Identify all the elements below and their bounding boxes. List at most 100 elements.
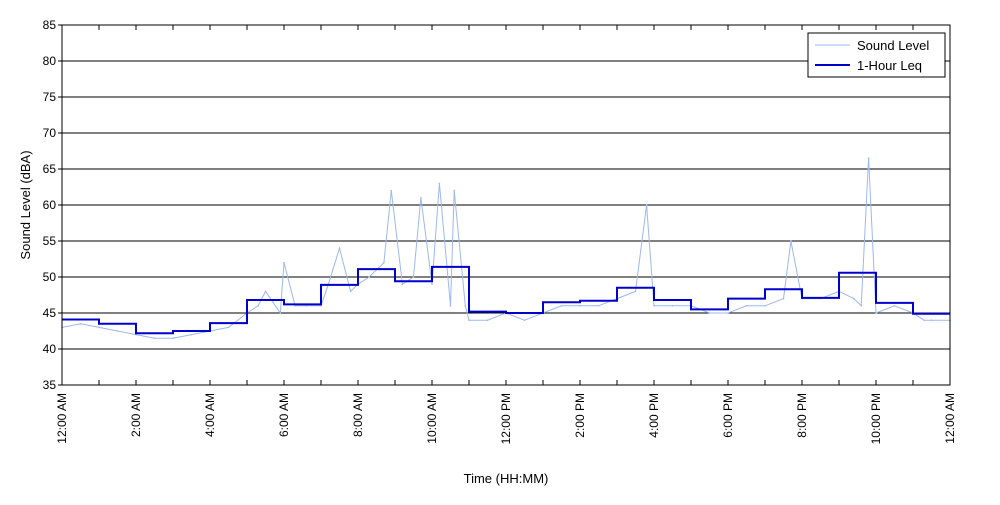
data-point-sound-level xyxy=(653,305,655,307)
data-point-sound-level xyxy=(597,305,600,307)
data-point-sound-level xyxy=(438,182,441,185)
data-point-sound-level xyxy=(860,305,862,307)
data-point-1-hour-leq xyxy=(930,312,933,315)
data-point-1-hour-leq xyxy=(782,288,785,291)
data-point-sound-level xyxy=(390,189,393,192)
data-point-1-hour-leq xyxy=(523,312,526,314)
data-point-sound-level xyxy=(579,305,581,307)
y-tick-label: 40 xyxy=(43,342,57,356)
data-point-sound-level xyxy=(727,312,729,314)
data-point-1-hour-leq xyxy=(486,310,489,313)
data-point-sound-level xyxy=(401,283,404,286)
data-point-1-hour-leq xyxy=(819,297,822,299)
data-point-sound-level xyxy=(349,290,352,293)
data-point-1-hour-leq xyxy=(745,297,748,300)
data-point-sound-level xyxy=(412,276,415,278)
data-point-1-hour-leq xyxy=(634,287,637,289)
data-point-sound-level xyxy=(368,276,370,278)
data-point-1-hour-leq xyxy=(449,266,452,268)
data-point-1-hour-leq xyxy=(893,302,896,304)
data-point-sound-level xyxy=(645,204,648,206)
data-point-1-hour-leq xyxy=(79,318,82,321)
x-tick-label: 4:00 AM xyxy=(203,393,217,437)
y-tick-label: 35 xyxy=(43,378,57,392)
data-point-sound-level xyxy=(560,305,563,307)
legend-label-1-hour-leq: 1-Hour Leq xyxy=(857,58,922,73)
data-point-sound-level xyxy=(264,290,267,293)
data-point-sound-level xyxy=(116,330,119,332)
y-tick-label: 45 xyxy=(43,306,57,320)
legend-box xyxy=(807,32,946,78)
data-point-sound-level xyxy=(893,305,896,307)
x-tick-label: 12:00 AM xyxy=(55,393,69,444)
x-axis-label: Time (HH:MM) xyxy=(464,471,549,486)
x-tick-label: 10:00 PM xyxy=(869,393,883,444)
y-tick-label: 55 xyxy=(43,234,57,248)
data-point-1-hour-leq xyxy=(301,303,304,306)
data-point-1-hour-leq xyxy=(375,268,378,270)
data-point-1-hour-leq xyxy=(856,271,859,274)
data-point-sound-level xyxy=(867,157,870,159)
data-point-1-hour-leq xyxy=(560,301,563,304)
x-tick-label: 6:00 AM xyxy=(277,393,291,437)
x-tick-label: 2:00 PM xyxy=(573,393,587,438)
data-point-sound-level xyxy=(172,337,174,340)
data-point-sound-level xyxy=(486,319,489,322)
x-tick-label: 12:00 AM xyxy=(943,393,957,444)
x-tick-label: 4:00 PM xyxy=(647,393,661,438)
data-point-sound-level xyxy=(745,305,748,307)
data-point-sound-level xyxy=(782,297,785,300)
x-tick-label: 8:00 PM xyxy=(795,393,809,438)
x-tick-label: 10:00 AM xyxy=(425,393,439,444)
y-tick-label: 85 xyxy=(43,18,57,32)
legend: Sound Level 1-Hour Leq xyxy=(807,32,946,78)
data-point-sound-level xyxy=(853,297,855,300)
data-point-sound-level xyxy=(671,305,674,307)
data-point-sound-level xyxy=(449,305,452,307)
data-point-sound-level xyxy=(279,312,282,314)
y-tick-label: 80 xyxy=(43,54,57,68)
series-line-1-hour-leq xyxy=(62,265,950,335)
data-point-sound-level xyxy=(153,337,156,340)
data-point-sound-level xyxy=(634,290,637,293)
data-point-sound-level xyxy=(257,305,259,307)
data-point-1-hour-leq xyxy=(116,323,119,325)
data-point-sound-level xyxy=(875,312,877,314)
data-point-sound-level xyxy=(283,261,285,264)
data-point-1-hour-leq xyxy=(671,299,674,301)
data-point-sound-level xyxy=(383,261,385,264)
data-point-sound-level xyxy=(523,319,526,322)
data-point-1-hour-leq xyxy=(227,322,230,324)
data-point-sound-level xyxy=(98,326,100,329)
data-point-sound-level xyxy=(923,319,925,322)
data-point-sound-level xyxy=(708,312,711,314)
y-tick-label: 50 xyxy=(43,270,57,284)
data-point-sound-level xyxy=(431,283,433,286)
x-tick-label: 6:00 PM xyxy=(721,393,735,438)
data-point-1-hour-leq xyxy=(597,299,600,302)
data-point-sound-level xyxy=(338,247,341,249)
data-point-1-hour-leq xyxy=(190,330,193,332)
data-point-sound-level xyxy=(190,333,193,336)
data-point-sound-level xyxy=(468,319,470,322)
data-point-sound-level xyxy=(930,319,933,322)
tick-layer: 35 40 45 50 55 60 65 70 75 80 85 12:00 AM 2:00 AM 4:0… xyxy=(43,18,957,444)
series-layer xyxy=(61,157,951,340)
data-point-1-hour-leq xyxy=(264,299,267,301)
y-axis-label: Sound Level (dBA) xyxy=(18,150,33,259)
x-tick-label: 2:00 AM xyxy=(129,393,143,437)
data-point-sound-level xyxy=(79,323,82,325)
data-point-1-hour-leq xyxy=(412,280,415,283)
y-tick-label: 60 xyxy=(43,198,57,212)
y-tick-label: 65 xyxy=(43,162,57,176)
data-point-sound-level xyxy=(464,305,467,307)
data-point-sound-level xyxy=(420,197,422,199)
y-tick-label: 70 xyxy=(43,126,57,140)
legend-label-sound-level: Sound Level xyxy=(857,38,929,53)
data-point-sound-level xyxy=(790,240,792,242)
y-tick-label: 75 xyxy=(43,90,57,104)
data-point-1-hour-leq xyxy=(338,284,341,286)
x-tick-label: 12:00 PM xyxy=(499,393,513,444)
